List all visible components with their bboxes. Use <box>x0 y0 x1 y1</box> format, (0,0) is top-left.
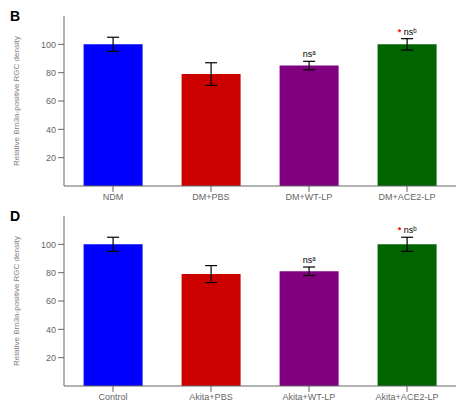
svg-text:NDM: NDM <box>103 192 124 202</box>
svg-text:40: 40 <box>46 125 56 135</box>
svg-text:Relative Brn3a-positive RGC de: Relative Brn3a-positive RGC density <box>12 36 21 166</box>
svg-text:Relative Brn3a-positive RGC de: Relative Brn3a-positive RGC density <box>12 236 21 366</box>
svg-text:Akita+ACE2-LP: Akita+ACE2-LP <box>376 392 439 402</box>
svg-text:DM+ACE2-LP: DM+ACE2-LP <box>379 192 436 202</box>
svg-text:100: 100 <box>41 40 56 50</box>
svg-text:Control: Control <box>98 392 127 402</box>
svg-text:Akita+PBS: Akita+PBS <box>189 392 232 402</box>
html-text:D: D <box>10 208 21 224</box>
html-text:B: B <box>10 8 21 24</box>
svg-text:20: 20 <box>46 353 56 363</box>
svg-text:Akita+WT-LP: Akita+WT-LP <box>283 392 336 402</box>
svg-text:100: 100 <box>41 240 56 250</box>
svg-text:* nsᵇ: * nsᵇ <box>398 225 418 235</box>
svg-text:60: 60 <box>46 296 56 306</box>
svg-text:80: 80 <box>46 268 56 278</box>
svg-text:nsᵃ: nsᵃ <box>303 255 317 265</box>
svg-text:DM+PBS: DM+PBS <box>192 192 229 202</box>
svg-text:nsᵃ: nsᵃ <box>303 49 317 59</box>
svg-text:80: 80 <box>46 68 56 78</box>
svg-text:20: 20 <box>46 153 56 163</box>
svg-text:60: 60 <box>46 96 56 106</box>
svg-text:DM+WT-LP: DM+WT-LP <box>286 192 333 202</box>
svg-text:* nsᵇ: * nsᵇ <box>398 27 418 37</box>
svg-text:40: 40 <box>46 325 56 335</box>
